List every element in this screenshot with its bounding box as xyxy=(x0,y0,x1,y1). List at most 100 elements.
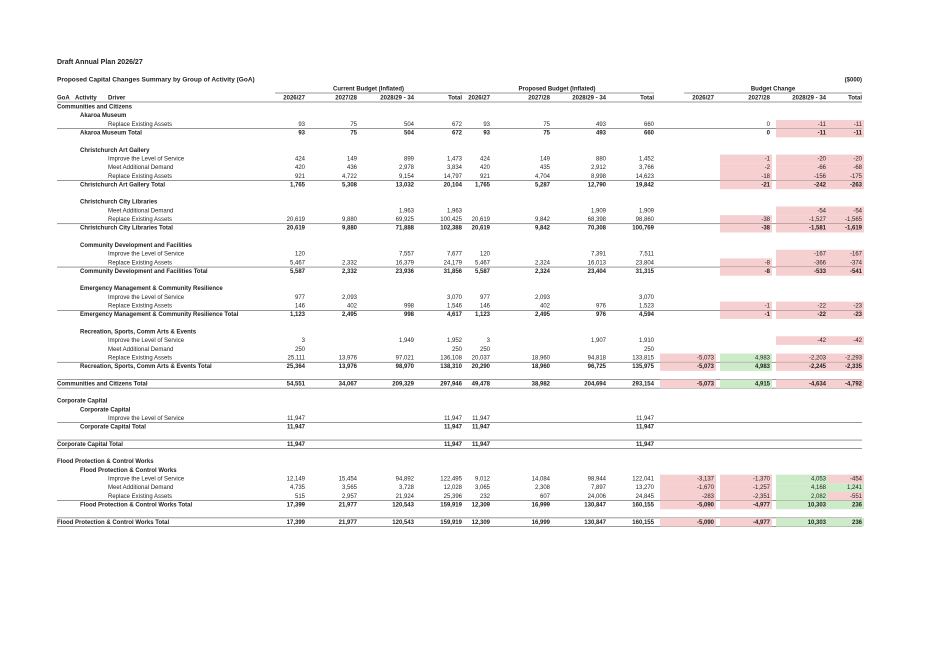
cell-value: -1,257 xyxy=(753,485,771,491)
cell-value: 25,111 xyxy=(288,355,306,361)
cell-value: 2,912 xyxy=(591,165,607,171)
cell-value: 2,082 xyxy=(811,494,827,500)
change-cell xyxy=(720,483,772,492)
cell-value: 921 xyxy=(480,174,491,180)
cell-value: 16,379 xyxy=(396,260,415,266)
column-header: 2028/29 - 34 xyxy=(792,96,826,102)
change-cell xyxy=(776,336,828,345)
row-label: Corporate Capital Total xyxy=(57,442,123,448)
cell-value: 15,454 xyxy=(339,477,358,483)
cell-value: -5,090 xyxy=(697,502,715,508)
change-cell xyxy=(776,267,828,276)
cell-value: 93 xyxy=(298,131,305,137)
cell-value: 3,728 xyxy=(399,485,415,491)
cell-value: -366 xyxy=(814,260,827,266)
subtitle: Proposed Capital Changes Summary by Grou… xyxy=(57,77,255,84)
cell-value: 1,909 xyxy=(591,208,607,214)
cell-value: 297,946 xyxy=(440,381,462,387)
cell-value: -54 xyxy=(817,208,826,214)
cell-value: 1,949 xyxy=(399,338,415,344)
cell-value: 12,309 xyxy=(472,520,491,526)
cell-value: 293,154 xyxy=(632,381,654,387)
cell-value: -2,335 xyxy=(845,364,863,370)
cell-value: 672 xyxy=(452,122,463,128)
cell-value: 75 xyxy=(350,122,357,128)
cell-value: 5,587 xyxy=(290,269,306,275)
cell-value: 420 xyxy=(295,165,306,171)
cell-value: 159,919 xyxy=(440,502,462,508)
cell-value: 12,309 xyxy=(472,502,491,508)
cell-value: -68 xyxy=(853,165,862,171)
cell-value: 250 xyxy=(480,347,491,353)
change-cell xyxy=(660,379,716,389)
cell-value: 49,478 xyxy=(472,381,491,387)
row-label: Meet Additional Demand xyxy=(108,208,173,214)
cell-value: -2,245 xyxy=(809,364,827,370)
cell-value: 98,860 xyxy=(636,217,655,223)
change-cell xyxy=(776,491,828,501)
cell-value: 18,960 xyxy=(532,364,551,370)
row-label: Meet Additional Demand xyxy=(108,165,173,171)
cell-value: 16,999 xyxy=(532,502,551,508)
column-header: Total xyxy=(848,96,862,102)
cell-value: 5,467 xyxy=(475,260,491,266)
row-label: Improve the Level of Service xyxy=(108,416,185,422)
cell-value: 12,028 xyxy=(444,485,463,491)
row-label: Replace Existing Assets xyxy=(108,355,172,361)
cell-value: 4,983 xyxy=(755,355,771,361)
cell-value: -283 xyxy=(702,494,715,500)
cell-value: 9,880 xyxy=(342,226,358,232)
column-header: 2027/28 xyxy=(748,96,770,102)
column-header: 2026/27 xyxy=(283,96,305,102)
cell-value: -156 xyxy=(814,174,827,180)
cell-value: -242 xyxy=(814,182,827,188)
cell-value: 13,976 xyxy=(339,364,358,370)
cell-value: 20,619 xyxy=(287,217,306,223)
cell-value: 2,308 xyxy=(535,485,551,491)
cell-value: 998 xyxy=(404,312,415,318)
row-label: Communities and Citizens xyxy=(57,105,133,111)
cell-value: 515 xyxy=(295,494,306,500)
row-label: Akaroa Museum xyxy=(80,113,126,119)
change-cell xyxy=(660,362,716,371)
cell-value: 11,947 xyxy=(287,442,306,448)
cell-value: 2,332 xyxy=(342,260,358,266)
cell-value: 2,978 xyxy=(399,165,415,171)
cell-value: -11 xyxy=(854,122,863,128)
cell-value: 435 xyxy=(540,165,551,171)
change-cell xyxy=(828,180,864,190)
cell-value: 9,842 xyxy=(535,217,551,223)
cell-value: 133,815 xyxy=(632,355,654,361)
change-cell xyxy=(828,267,864,276)
cell-value: 16,013 xyxy=(588,260,607,266)
change-cell xyxy=(828,301,864,311)
cell-value: 2,324 xyxy=(535,269,551,275)
row-label: Meet Additional Demand xyxy=(108,347,173,353)
units: ($000) xyxy=(845,78,862,84)
cell-value: 75 xyxy=(350,131,357,137)
cell-value: 11,947 xyxy=(636,442,655,448)
change-cell xyxy=(720,171,772,181)
cell-value: 122,041 xyxy=(632,477,654,483)
cell-value: -2,203 xyxy=(809,355,827,361)
cell-value: 93 xyxy=(483,131,490,137)
row-label: Flood Protection & Control Works xyxy=(57,459,154,465)
change-cell xyxy=(828,258,864,268)
change-cell xyxy=(720,353,772,363)
cell-value: 1,952 xyxy=(447,338,463,344)
cell-value: 3,065 xyxy=(475,485,491,491)
cell-value: 236 xyxy=(852,502,863,508)
cell-value: 250 xyxy=(452,347,463,353)
cell-value: -4,634 xyxy=(809,381,827,387)
column-header: 2027/28 xyxy=(528,96,550,102)
cell-value: 2,093 xyxy=(342,295,358,301)
change-cell xyxy=(828,171,864,181)
cell-value: 10,303 xyxy=(808,502,827,508)
cell-value: 493 xyxy=(596,122,607,128)
cell-value: 493 xyxy=(596,131,607,137)
change-cell xyxy=(720,474,772,484)
cell-value: 138,310 xyxy=(440,364,462,370)
cell-value: 2,332 xyxy=(342,269,358,275)
